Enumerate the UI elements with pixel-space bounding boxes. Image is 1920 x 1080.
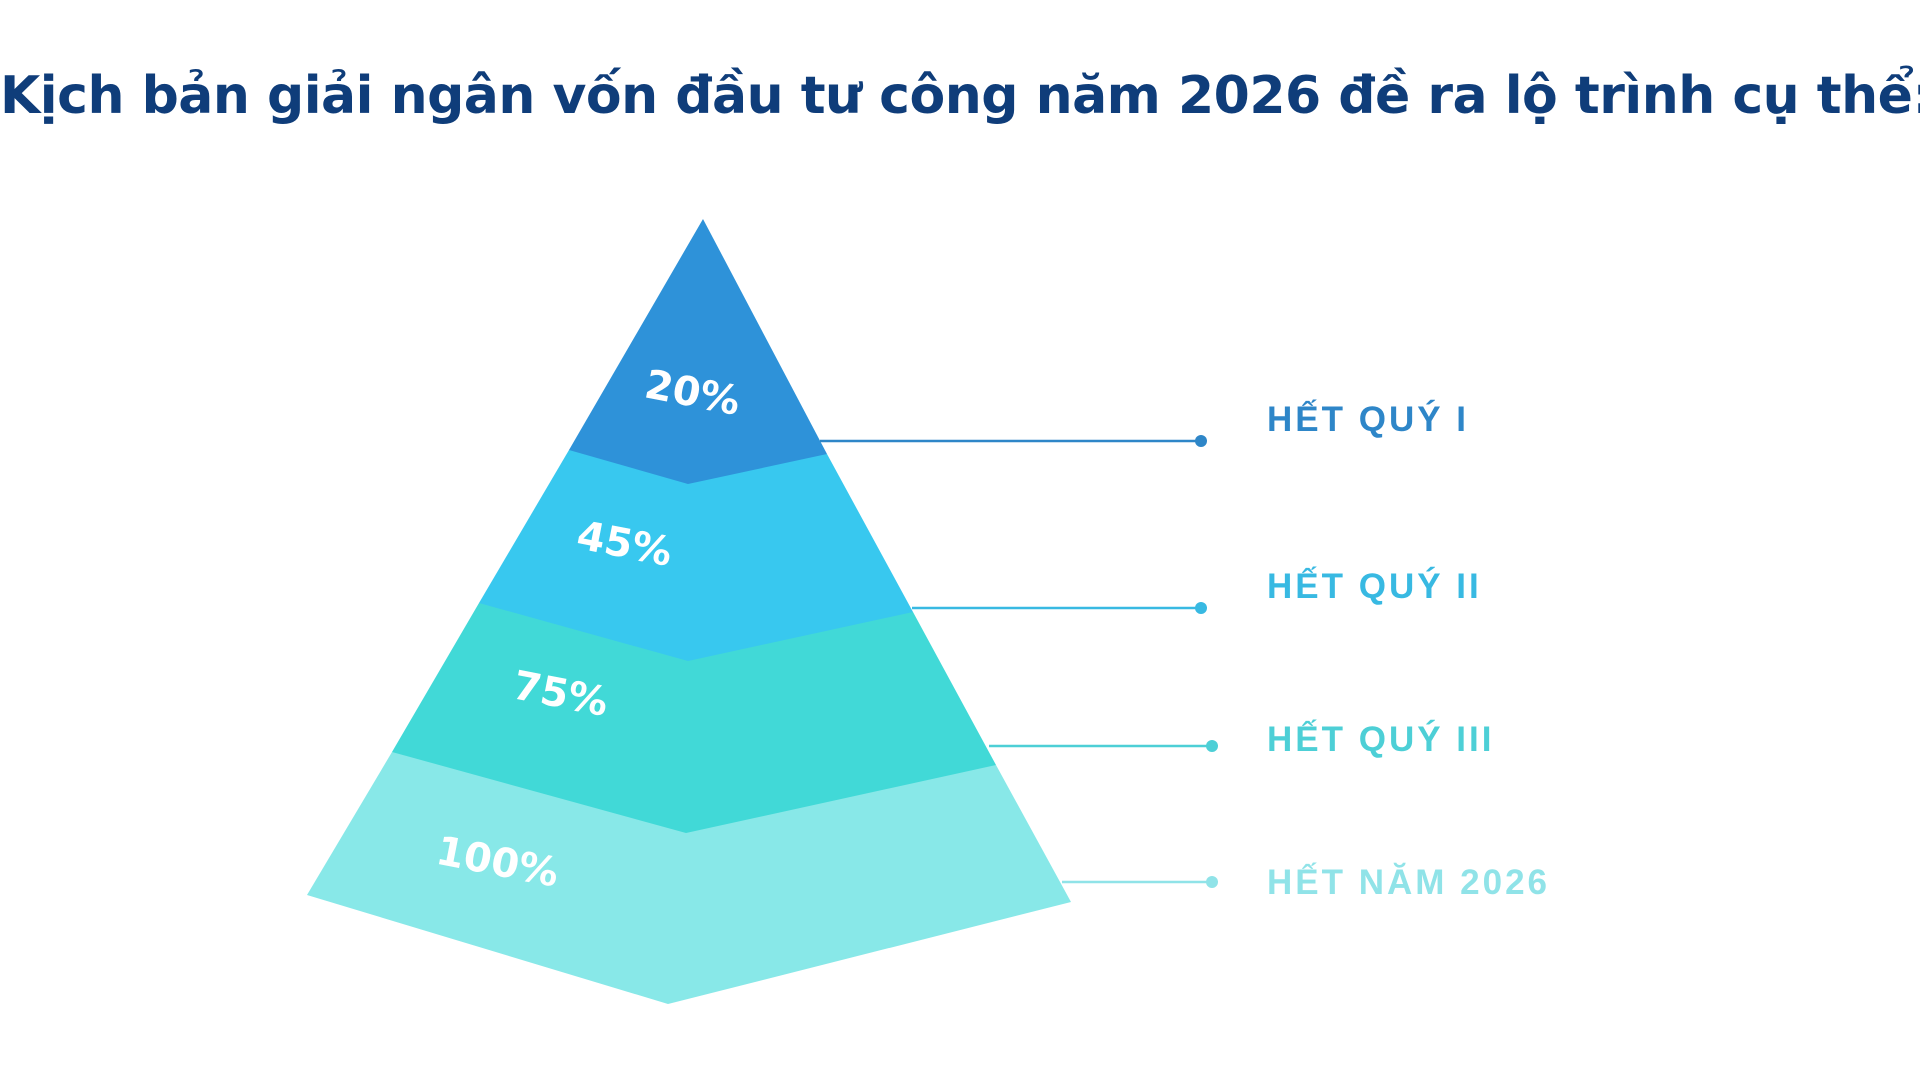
- stage-label-3: HẾT QUÝ III: [1267, 719, 1494, 759]
- stage-label-1: HẾT QUÝ I: [1267, 399, 1469, 439]
- pyramid-band-3: [392, 603, 996, 833]
- connector-dot-1: [1195, 435, 1207, 447]
- pyramid-band-4: [307, 752, 1071, 1004]
- stage-label-4: HẾT NĂM 2026: [1267, 862, 1550, 902]
- pyramid-band-1: [569, 219, 827, 484]
- connector-dot-2: [1195, 602, 1207, 614]
- pyramid-band-2: [479, 450, 913, 661]
- connector-dot-4: [1206, 876, 1218, 888]
- stage-label-2: HẾT QUÝ II: [1267, 566, 1482, 606]
- page-title: Kịch bản giải ngân vốn đầu tư công năm 2…: [0, 66, 1920, 126]
- connector-dot-3: [1206, 740, 1218, 752]
